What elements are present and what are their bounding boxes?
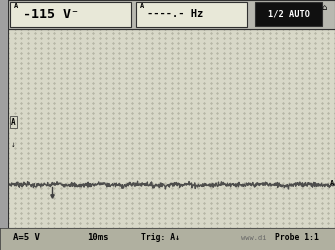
Text: A: A bbox=[14, 4, 18, 10]
Text: ↓: ↓ bbox=[11, 144, 16, 148]
Text: A: A bbox=[140, 4, 144, 10]
Text: ----.- Hz: ----.- Hz bbox=[147, 9, 203, 19]
Text: -115 V⁻: -115 V⁻ bbox=[23, 8, 79, 21]
FancyBboxPatch shape bbox=[255, 2, 322, 26]
FancyBboxPatch shape bbox=[136, 2, 247, 27]
Text: 10ms: 10ms bbox=[87, 233, 109, 242]
Text: A: A bbox=[11, 118, 16, 126]
Text: www.di: www.di bbox=[241, 234, 267, 240]
Text: ⌂: ⌂ bbox=[322, 3, 327, 12]
Text: 1/2 AUTO: 1/2 AUTO bbox=[268, 9, 310, 18]
FancyBboxPatch shape bbox=[10, 2, 131, 27]
Text: Probe 1:1: Probe 1:1 bbox=[275, 233, 319, 242]
Text: A: A bbox=[330, 180, 334, 186]
Text: A=5 V: A=5 V bbox=[13, 233, 40, 242]
Text: Trig: A↓: Trig: A↓ bbox=[141, 233, 180, 242]
